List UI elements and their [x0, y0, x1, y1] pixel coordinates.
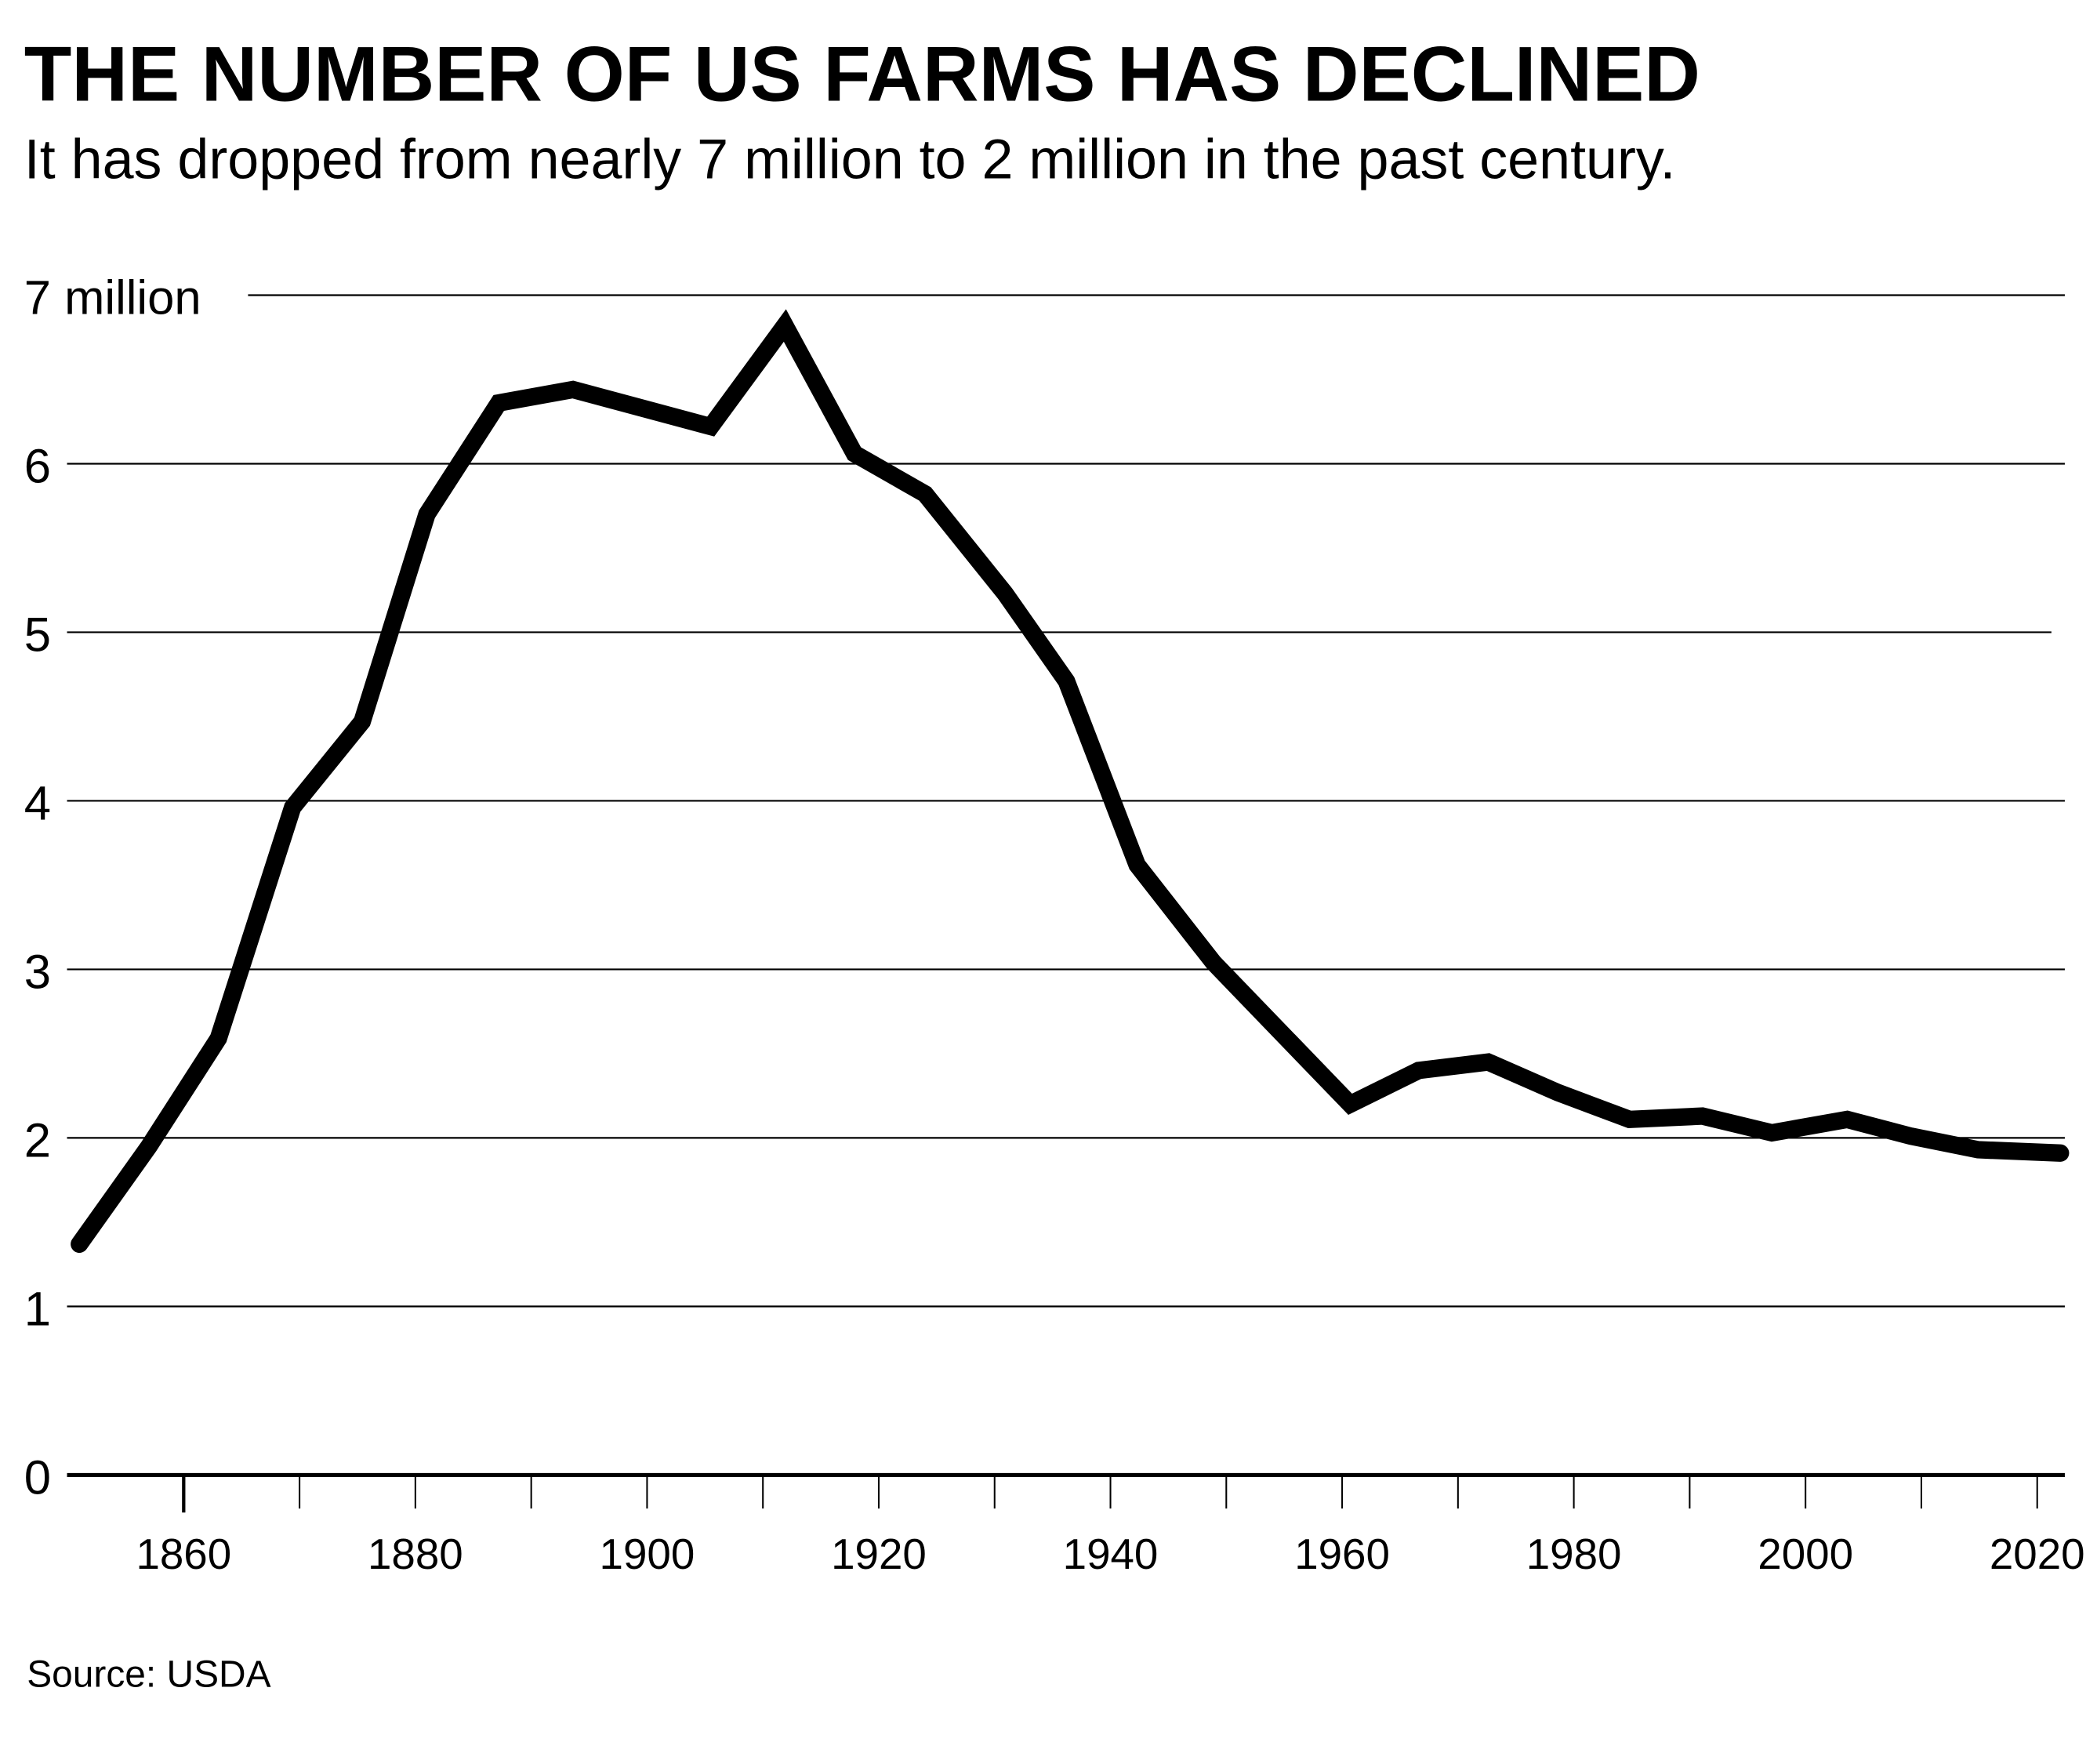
chart-title: THE NUMBER OF US FARMS HAS DECLINED: [24, 31, 1700, 118]
y-tick-label: 5: [24, 608, 51, 662]
y-tick-label: 7 million: [24, 270, 201, 325]
y-tick-label: 2: [24, 1113, 51, 1167]
x-tick-label: 1980: [1526, 1530, 1622, 1578]
x-tick-label: 2000: [1758, 1530, 1853, 1578]
x-tick-label: 2020: [1990, 1530, 2085, 1578]
x-tick-label: 1940: [1063, 1530, 1159, 1578]
chart-subtitle: It has dropped from nearly 7 million to …: [24, 128, 1676, 191]
y-tick-label: 3: [24, 945, 51, 999]
x-tick-label: 1900: [600, 1530, 695, 1578]
x-tick-label: 1880: [368, 1530, 463, 1578]
y-tick-label: 1: [24, 1282, 51, 1336]
x-tick-label: 1860: [136, 1530, 231, 1578]
source-note: Source: USDA: [27, 1654, 270, 1696]
y-tick-label: 4: [24, 776, 51, 830]
x-tick-label: 1960: [1294, 1530, 1390, 1578]
x-tick-label: 1920: [831, 1530, 927, 1578]
y-tick-label: 6: [24, 439, 51, 493]
y-tick-label: 0: [24, 1450, 51, 1504]
